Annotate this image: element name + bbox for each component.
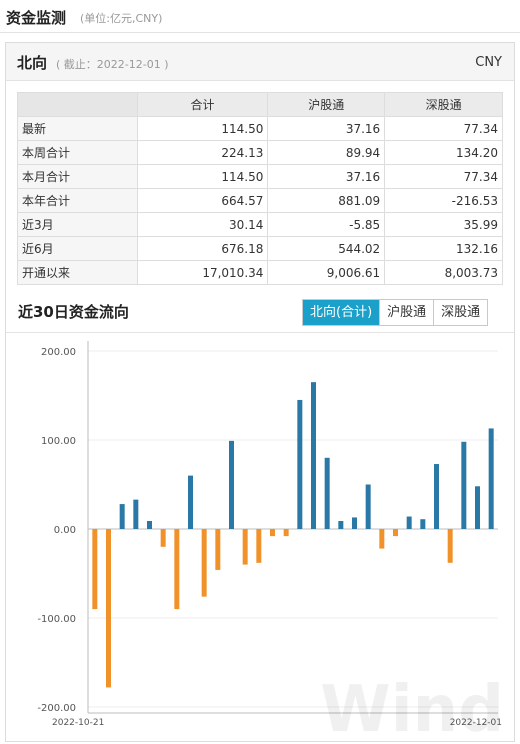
table-cell: 134.20 [384, 140, 503, 165]
x-tick-label-end: 2022-12-01 [450, 718, 502, 728]
bar [188, 475, 193, 529]
row-label: 近6月 [17, 236, 138, 261]
bar [324, 457, 330, 529]
table-row: 近3月 30.14 -5.85 35.99 [17, 212, 503, 237]
bar [106, 529, 111, 688]
bar [215, 529, 221, 570]
top-bar: 资金监测 (单位:亿元,CNY) [0, 0, 520, 33]
y-tick-label: 0.00 [54, 525, 76, 536]
table-cell: 881.09 [267, 188, 386, 213]
x-tick-label-start: 2022-10-21 [52, 718, 104, 728]
table-cell: 132.16 [384, 236, 503, 261]
divider [6, 332, 514, 333]
card-header: 北向 ( 截止：2022-12-01 ) CNY [6, 43, 514, 81]
bar [311, 382, 316, 529]
tab-sh-connect[interactable]: 沪股通 [379, 300, 434, 325]
y-tick-label: -200.00 [37, 703, 76, 714]
table-cell: 676.18 [136, 236, 269, 261]
table-row: 本年合计 664.57 881.09 -216.53 [17, 188, 503, 213]
flow-section-title: 近30日资金流向 [18, 303, 129, 321]
row-label: 近3月 [17, 212, 138, 237]
table-cell: -216.53 [384, 188, 503, 213]
column-header-total: 合计 [136, 92, 269, 117]
table-header-row: 合计 沪股通 深股通 [17, 92, 503, 117]
row-label: 开通以来 [17, 260, 138, 285]
column-header-sh-connect: 沪股通 [267, 92, 386, 117]
tab-northbound-total[interactable]: 北向(合计) [303, 300, 380, 325]
table-cell: 37.16 [267, 164, 386, 189]
corner-header [17, 92, 138, 117]
table-cell: 9,006.61 [267, 260, 386, 285]
summary-table: 合计 沪股通 深股通 最新 114.50 37.16 77.34 本周合计 224.13 8… [17, 92, 503, 285]
bar [434, 464, 439, 529]
bar [393, 529, 398, 537]
y-tick-label: -100.00 [37, 614, 76, 625]
as-of-date: ( 截止：2022-12-01 ) [56, 58, 169, 71]
bar [365, 484, 371, 529]
bar [133, 499, 139, 529]
northbound-card: 北向 ( 截止：2022-12-01 ) CNY 合计 沪股通 深股通 最新 11… [5, 42, 515, 742]
flow-tabs: 北向(合计) 沪股通 深股通 [302, 299, 489, 326]
table-cell: 114.50 [136, 164, 269, 189]
table-row: 开通以来 17,010.34 9,006.61 8,003.73 [17, 260, 503, 285]
bar [352, 517, 357, 529]
table-cell: 77.34 [384, 116, 503, 141]
table-cell: -5.85 [267, 212, 386, 237]
row-label: 本年合计 [17, 188, 138, 213]
bar [242, 529, 248, 565]
row-label: 本月合计 [17, 164, 138, 189]
table-cell: 89.94 [267, 140, 386, 165]
currency-label: CNY [475, 55, 502, 70]
bar [406, 516, 412, 529]
bar [475, 486, 480, 529]
bar [270, 529, 275, 537]
direction-title: 北向 [17, 54, 48, 72]
table-cell: 77.34 [384, 164, 503, 189]
y-tick-label: 200.00 [41, 347, 76, 358]
bar [256, 529, 262, 563]
table-cell: 114.50 [136, 116, 269, 141]
table-cell: 8,003.73 [384, 260, 503, 285]
table-row: 最新 114.50 37.16 77.34 [17, 116, 503, 141]
bar [229, 440, 234, 529]
bar [420, 519, 426, 529]
bar [174, 529, 180, 610]
fund-flow-bar-chart: 200.00 100.00 0.00 -100.00 -200.00 2022-10-21… [37, 341, 504, 741]
table-row: 近6月 676.18 544.02 132.16 [17, 236, 503, 261]
bar [461, 441, 467, 529]
table-cell: 664.57 [136, 188, 269, 213]
row-label: 最新 [17, 116, 138, 141]
bar [338, 520, 344, 529]
table-cell: 30.14 [136, 212, 269, 237]
table-row: 本周合计 224.13 89.94 134.20 [17, 140, 503, 165]
row-label: 本周合计 [17, 140, 138, 165]
bar [147, 520, 152, 529]
bar [488, 428, 494, 529]
table-cell: 17,010.34 [136, 260, 269, 285]
table-cell: 544.02 [267, 236, 386, 261]
bar [283, 529, 289, 537]
wind-watermark: Wind [320, 673, 504, 741]
table-row: 本月合计 114.50 37.16 77.34 [17, 164, 503, 189]
bar [92, 529, 98, 610]
tab-sz-connect[interactable]: 深股通 [433, 300, 488, 325]
bar [297, 399, 303, 529]
bar [379, 529, 385, 549]
table-cell: 224.13 [136, 140, 269, 165]
bar [160, 529, 166, 547]
page-title: 资金监测 [6, 9, 67, 27]
bar [201, 529, 207, 597]
bar [119, 504, 125, 529]
bar [447, 529, 453, 563]
table-cell: 37.16 [267, 116, 386, 141]
column-header-sz-connect: 深股通 [384, 92, 503, 117]
y-tick-label: 100.00 [41, 436, 76, 447]
unit-label: (单位:亿元,CNY) [80, 12, 163, 25]
table-cell: 35.99 [384, 212, 503, 237]
